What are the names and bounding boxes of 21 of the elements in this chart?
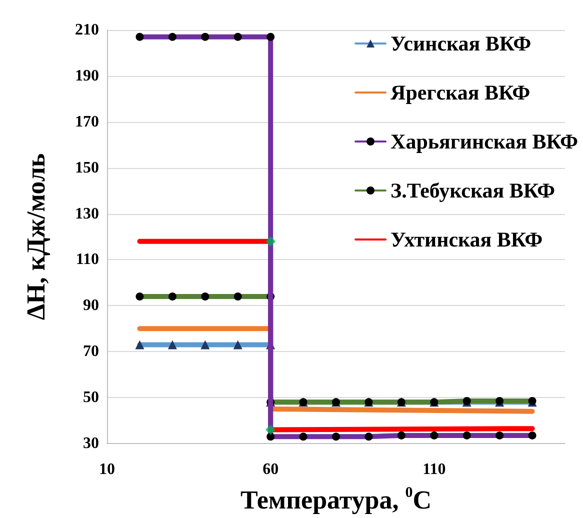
- y-tick-label: 50: [83, 389, 99, 406]
- legend-label: Усинская ВКФ: [390, 32, 532, 56]
- y-tick-label: 90: [83, 297, 99, 314]
- x-tick-label: 10: [99, 461, 115, 478]
- y-tick-label: 150: [75, 159, 99, 176]
- legend-label: Ухтинская ВКФ: [390, 228, 543, 252]
- y-axis-title: ΔH, кДж/моль: [22, 153, 50, 320]
- point: [266, 236, 276, 246]
- legend-label: Ярегская ВКФ: [390, 80, 530, 104]
- legend-label: Харьягинская ВКФ: [390, 130, 578, 154]
- y-tick-label: 190: [75, 67, 99, 84]
- legend-label: З.Тебукская ВКФ: [390, 178, 556, 202]
- y-tick-label: 70: [83, 343, 99, 360]
- point: [266, 424, 276, 435]
- y-tick-label: 30: [83, 435, 99, 452]
- y-tick-label: 110: [76, 251, 99, 268]
- y-tick-label: 170: [75, 113, 99, 130]
- y-tick-label: 210: [75, 22, 99, 38]
- y-tick-label: 130: [75, 205, 99, 222]
- x-tick-label: 110: [422, 461, 446, 478]
- x-tick-label: 60: [262, 461, 279, 478]
